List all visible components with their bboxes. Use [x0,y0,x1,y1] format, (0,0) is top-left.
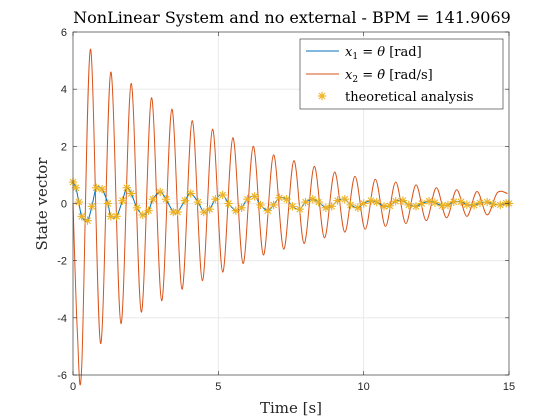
theory-marker [256,200,265,210]
series-line-2 [72,48,508,386]
theory-marker [144,206,153,215]
x-tick-label: 0 [70,381,76,393]
theory-marker [132,203,142,212]
y-tick-label: 0 [61,199,67,211]
theory-marker [353,203,363,212]
theory-marker [211,195,220,204]
theory-marker [282,195,291,204]
series-layer [68,48,514,386]
theory-marker [103,199,113,208]
theory-marker [237,203,246,212]
theory-marker [118,196,127,205]
theory-marker [218,190,227,200]
theory-marker [275,193,284,202]
x-axis-label: Time [s] [260,399,322,417]
theory-marker [430,198,440,207]
legend-marker-star [317,91,327,101]
theory-marker [449,197,458,206]
y-axis-label: State vector [33,157,51,251]
theory-marker [156,187,165,197]
theory-marker [186,189,195,198]
y-tick-label: -2 [57,256,67,268]
theory-marker [417,199,426,208]
theory-marker [77,212,86,221]
theory-marker [161,195,171,204]
legend-label-x1: x1 = θ [rad] [345,45,422,62]
theory-marker [231,206,240,215]
theory-marker [372,197,381,207]
theory-marker [483,197,492,207]
theory-marker [193,197,203,207]
theory-marker [404,200,413,210]
y-tick-label: 2 [61,141,67,153]
theory-marker [437,201,447,210]
y-tick-label: -6 [57,370,67,382]
theory-marker [122,183,131,192]
x-tick-label: 15 [503,381,515,393]
theory-marker [496,200,505,210]
theory-marker [180,196,190,205]
theory-marker [173,207,182,217]
theory-marker [112,212,121,221]
theory-marker [398,196,408,205]
theory-marker [87,202,97,211]
theory-marker [488,199,498,209]
theory-marker [138,210,147,220]
y-tick-label: 4 [61,84,67,96]
theory-marker [263,206,272,215]
theory-marker [288,202,297,211]
chart-title: NonLinear System and no external - BPM =… [73,8,511,27]
theory-marker [224,199,233,208]
theory-marker [340,195,349,204]
theory-marker [321,203,331,212]
theory-marker [424,197,434,206]
theory-marker [148,195,158,204]
theory-marker [74,197,84,207]
theory-marker [359,199,368,208]
theory-marker [97,185,107,194]
theory-marker [301,197,310,207]
legend-label-x2: x2 = θ̇ [rad/s] [345,68,433,85]
theory-marker [243,195,252,204]
theory-marker [83,216,92,225]
legend-label-theory: theoretical analysis [345,90,474,105]
x-tick-label: 5 [215,381,221,393]
theory-marker [92,183,101,192]
x-tick-label: 10 [358,381,370,393]
theory-marker [295,205,304,214]
theory-marker [366,196,376,205]
y-tick-label: -4 [57,313,67,325]
theory-marker [379,202,389,211]
theory-marker [443,200,453,210]
theory-marker [333,196,342,205]
theory-marker [385,201,395,210]
y-tick-label: 6 [61,27,67,39]
theory-marker [106,212,115,221]
theory-marker [314,197,323,207]
tick-layer: 0 5 10 15 -6 -4 -2 0 2 4 6 [57,27,515,393]
theory-marker [269,200,278,210]
legend: x1 = θ [rad] x2 = θ̇ [rad/s] theoretical… [299,38,504,110]
theory-marker [391,197,400,206]
theory-marker [462,200,472,209]
legend-swatch-theory [317,91,327,101]
theory-marker [126,189,136,198]
theory-marker [346,200,355,210]
theory-marker [205,205,214,214]
theory-marker [327,202,336,211]
theory-marker [250,192,259,201]
theory-marker [475,198,485,208]
